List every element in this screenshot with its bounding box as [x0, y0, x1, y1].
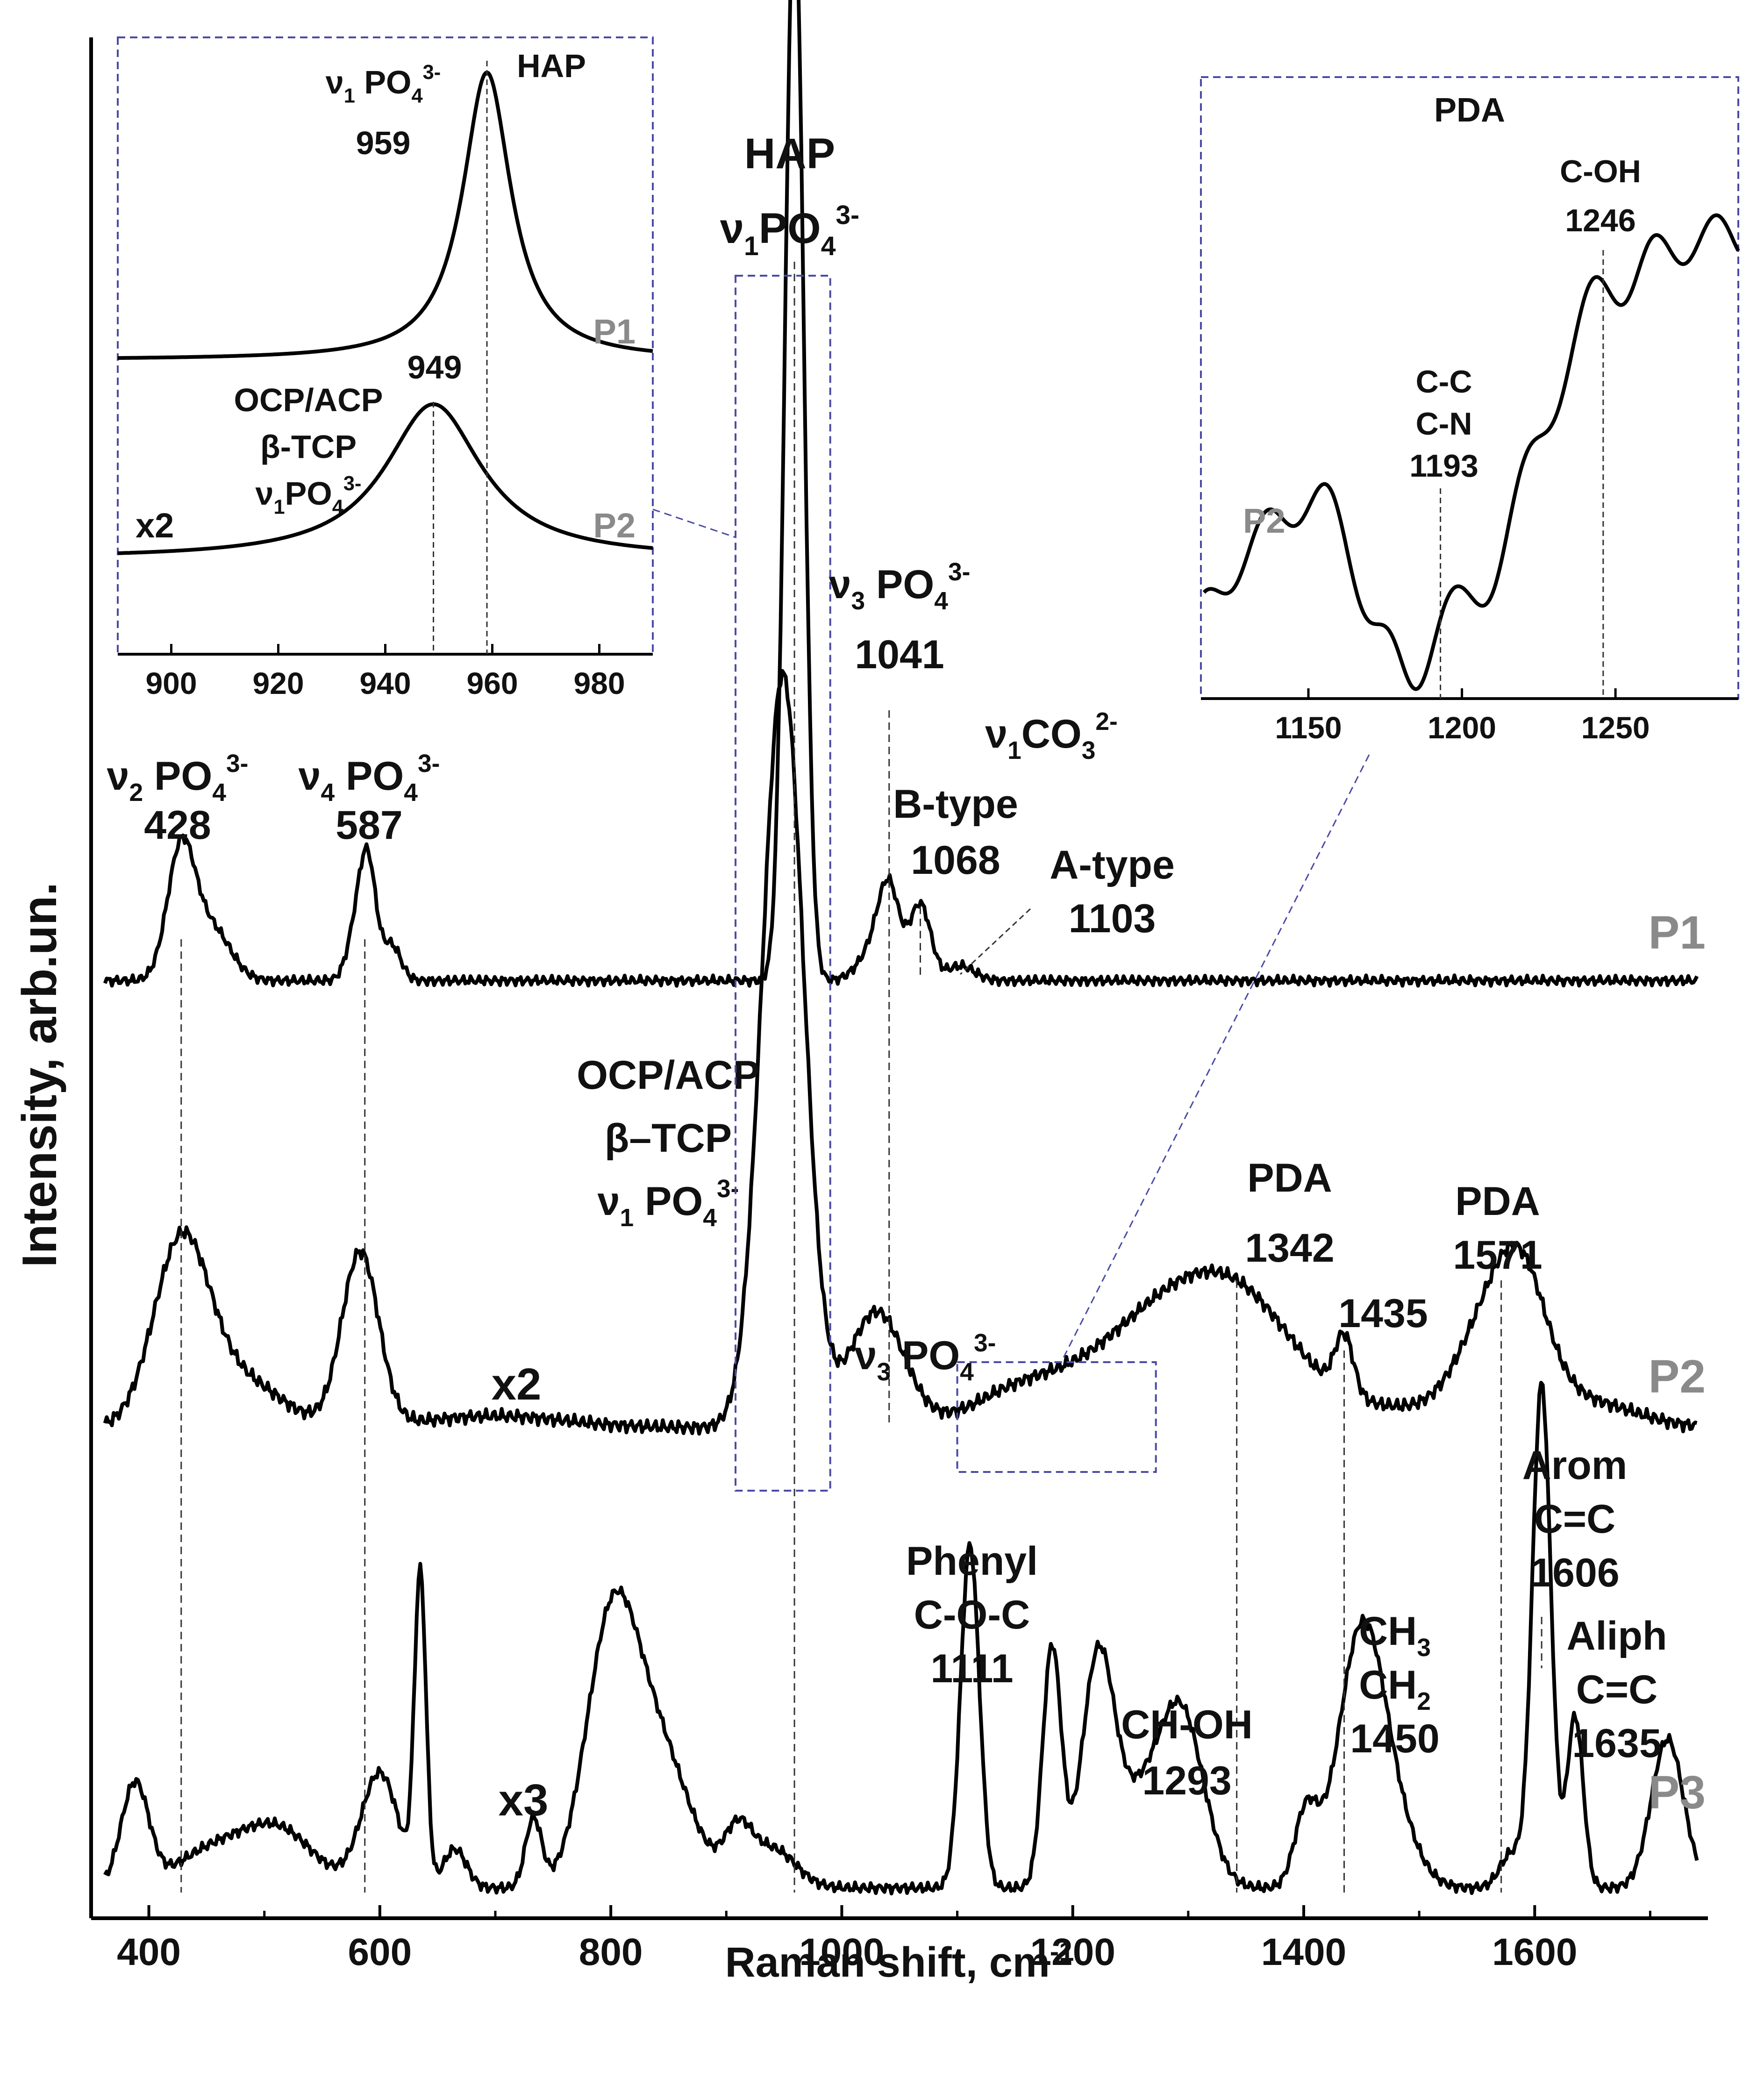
annotation-6-line-1: 1103: [1069, 896, 1156, 941]
inset-po4-tick-label-920: 920: [252, 666, 304, 700]
inset-po4-tick-label-900: 900: [145, 666, 197, 700]
annotation-8-line-0: ν3 PO43-: [855, 1329, 996, 1386]
inset-po4-tick-label-960: 960: [466, 666, 518, 700]
inset-po4-tick-label-940: 940: [359, 666, 411, 700]
inset-po4-annotation-2-0: 949: [407, 349, 462, 386]
annotation-16-line-2: 1635: [1572, 1721, 1661, 1766]
annotation-7-line-1: β–TCP: [605, 1116, 732, 1161]
inset-po4-annotation-3-1: β-TCP: [260, 429, 357, 465]
inset-pda-title: PDA: [1434, 92, 1505, 129]
zoom-box-pho: [735, 275, 831, 1492]
annotation-15-line-0: Arom: [1522, 1443, 1628, 1488]
inset-pda-label-p2: P2: [1243, 501, 1286, 540]
inset-po4-multiplier: x2: [136, 506, 174, 545]
annotation-2-line-1: ν1PO43-: [720, 200, 859, 261]
annotation-9-line-0: PDA: [1247, 1156, 1332, 1200]
annotation-4-line-0: ν1CO32-: [985, 708, 1118, 764]
annotation-14-line-2: 1450: [1350, 1716, 1439, 1761]
annotation-6-line-0: A-type: [1050, 843, 1175, 887]
series-label-p1: P1: [1649, 907, 1706, 959]
inset-po4-annotation-3-0: OCP/ACP: [234, 382, 383, 418]
inset-po4-tick-label-980: 980: [573, 666, 625, 700]
annotation-1-line-1: 587: [336, 803, 403, 848]
series-line-p2: [103, 669, 1698, 1436]
inset-po4-annotation-1-0: HAP: [517, 48, 586, 84]
x-axis-title: Raman shift, cm-1: [725, 1936, 1074, 1986]
annotation-5-line-1: 1068: [911, 838, 1000, 883]
inset-po4-label-p1: P1: [593, 312, 636, 351]
annotation-3-line-1: 1041: [855, 632, 944, 677]
annotation-13-line-1: 1293: [1142, 1758, 1231, 1803]
annotation-15-line-2: 1606: [1530, 1550, 1619, 1595]
inset-pda-tick-label-1250: 1250: [1581, 710, 1650, 745]
inset-pda-tick-label-1150: 1150: [1275, 710, 1342, 745]
series-line-p1: [103, 0, 1699, 988]
multiplier-p2: x2: [492, 1359, 542, 1409]
annotation-2-line-0: HAP: [744, 130, 835, 178]
annotation-14-line-0: CH3: [1359, 1609, 1431, 1662]
x-tick-label-1000: 1000: [799, 1931, 884, 1973]
zoom-connector-left: [652, 508, 736, 538]
series-line-p3: [103, 1381, 1699, 1896]
x-tick-label-400: 400: [117, 1931, 181, 1973]
annotation-13-line-0: CH-OH: [1121, 1702, 1253, 1747]
x-tick-label-600: 600: [348, 1931, 412, 1973]
zoom-connector-right: [1060, 754, 1370, 1363]
annotation-5-line-0: B-type: [893, 782, 1018, 827]
annotation-7-line-0: OCP/ACP: [577, 1053, 760, 1098]
a-type-leader: [959, 908, 1031, 975]
inset-po4-annotation-3-2: ν1PO43-: [256, 472, 362, 518]
inset-pda-line-p2: [1202, 213, 1740, 691]
y-axis-title: Intensity, arb.un.: [13, 882, 67, 1267]
annotation-14-line-1: CH2: [1359, 1663, 1431, 1715]
annotation-12-line-2: 1111: [930, 1646, 1013, 1691]
inset-pda-annotation-1-2: 1193: [1409, 448, 1478, 484]
x-tick-label-800: 800: [579, 1931, 643, 1973]
annotation-16-line-1: C=C: [1576, 1667, 1657, 1712]
annotation-3-line-0: ν3 PO43-: [829, 558, 971, 615]
inset-pda-annotation-0-0: C-OH: [1560, 154, 1641, 189]
annotation-7-line-2: ν1 PO43-: [598, 1175, 739, 1232]
inset-po4-annotation-0-0: ν1 PO43-: [326, 61, 441, 107]
inset-po4-line-p1: [118, 70, 653, 360]
inset-pda-annotation-1-1: C-N: [1416, 406, 1472, 442]
x-tick-label-1600: 1600: [1492, 1931, 1577, 1973]
annotation-9-line-1: 1342: [1245, 1226, 1334, 1271]
inset-pda-annotation-0-1: 1246: [1565, 203, 1635, 238]
multiplier-p3: x3: [499, 1775, 549, 1825]
annotation-12-line-1: C-O-C: [914, 1593, 1030, 1637]
x-tick-label-1400: 1400: [1261, 1931, 1346, 1973]
annotation-1-line-0: ν4 PO43-: [299, 750, 440, 807]
annotation-10-line-0: 1435: [1338, 1291, 1428, 1336]
inset-po4-label-p2: P2: [593, 506, 636, 545]
series-label-p3: P3: [1649, 1766, 1706, 1819]
inset-pda-annotation-1-0: C-C: [1416, 364, 1472, 400]
inset-po4-frame: [117, 36, 654, 655]
annotation-15-line-1: C=C: [1534, 1497, 1615, 1542]
x-tick-label-1200: 1200: [1030, 1931, 1115, 1973]
annotation-0-line-0: ν2 PO43-: [107, 750, 249, 807]
series-label-p2: P2: [1649, 1350, 1706, 1403]
inset-po4-line-p2: [117, 402, 653, 555]
zoom-box-pda: [956, 1361, 1157, 1473]
annotation-11-line-0: PDA: [1455, 1179, 1540, 1224]
annotation-0-line-1: 428: [144, 803, 211, 848]
annotation-16-line-0: Aliph: [1567, 1614, 1667, 1658]
inset-po4-annotation-0-1: 959: [356, 125, 411, 161]
annotation-12-line-0: Phenyl: [906, 1539, 1038, 1584]
annotation-11-line-1: 1571: [1453, 1233, 1542, 1278]
inset-pda-tick-label-1200: 1200: [1428, 710, 1496, 745]
